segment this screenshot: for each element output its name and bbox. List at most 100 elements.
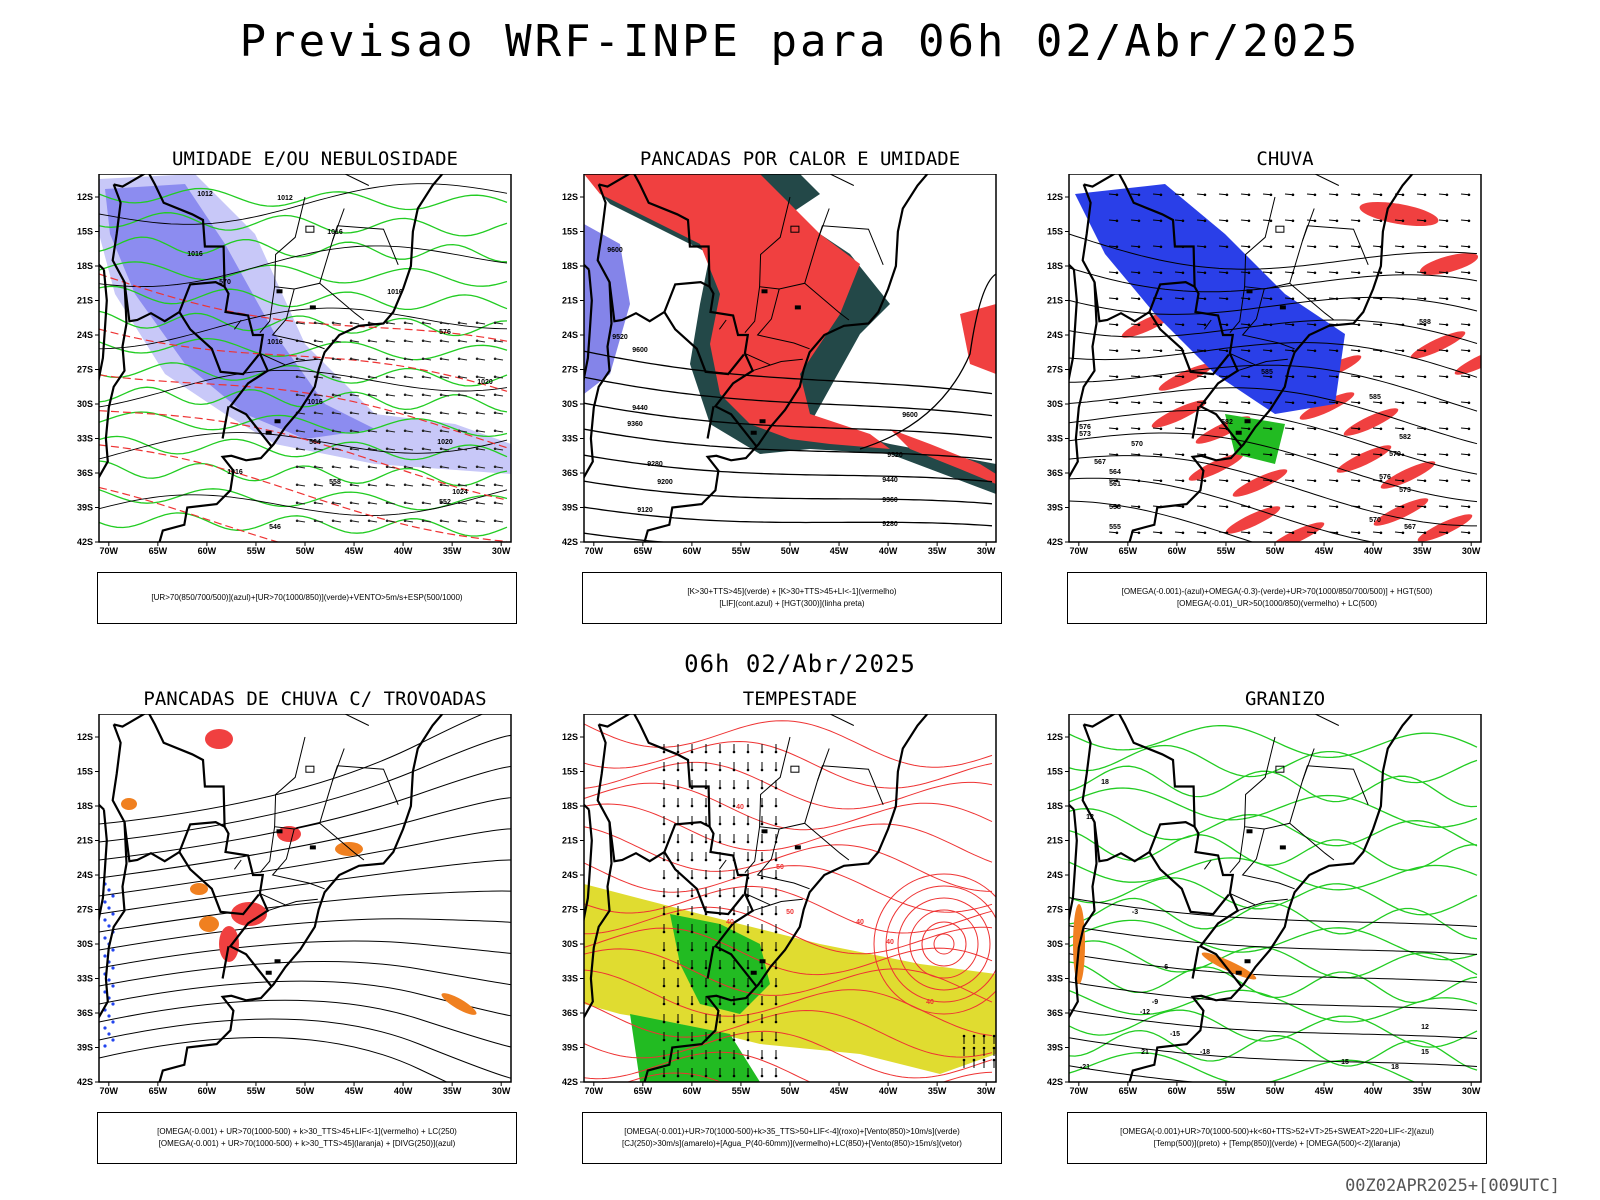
wind-vector-head (1423, 401, 1427, 405)
wind-vector (1284, 245, 1294, 248)
country-border (706, 946, 715, 979)
wind-vector (1306, 401, 1316, 404)
wind-vector-head (1291, 323, 1295, 327)
wind-vector (1306, 323, 1316, 326)
lon-tick-label: 50W (1266, 546, 1285, 556)
wind-vector (1416, 427, 1426, 430)
contour-label: -15 (1170, 1031, 1180, 1038)
wind-vector-head (1115, 505, 1119, 509)
lat-tick-label: 33S (1047, 434, 1063, 444)
contour-label: 564 (1109, 469, 1121, 476)
wind-vector-head (662, 1074, 666, 1078)
wind-vector (495, 340, 504, 343)
temp500-contour (1069, 1037, 1478, 1067)
wind-vector (1108, 349, 1118, 352)
wind-vector-head (1467, 401, 1471, 405)
humidity-contour-low (99, 460, 508, 487)
wind-vector-head (1247, 453, 1251, 457)
wind-vector-head (1445, 271, 1449, 275)
wind-vector (1306, 531, 1316, 534)
wind-vector-head (1203, 479, 1207, 483)
wind-vector-head (1313, 219, 1317, 223)
wind-vector (1262, 271, 1272, 274)
contour-label: 582 (1221, 419, 1233, 426)
wind-vector-head (1357, 453, 1361, 457)
wind-vector (1196, 193, 1206, 196)
rain-red-band (1343, 408, 1399, 436)
coastline (1069, 809, 1078, 924)
lon-tick-label: 35W (928, 1086, 947, 1096)
wind-vector-head (676, 894, 680, 898)
wind-vector-head (1159, 427, 1163, 431)
wind-vector (387, 466, 396, 469)
rain-red-band (1269, 522, 1325, 542)
hgt500-contour (1069, 342, 1478, 378)
contour-label: -3 (1132, 909, 1138, 916)
wind-vector-head (1401, 427, 1405, 431)
lat-tick-label: 36S (77, 468, 93, 478)
wind-vector (495, 484, 504, 487)
wind-vector-head (1115, 219, 1119, 223)
cyclone-contour (921, 921, 967, 967)
wind-vector (1394, 349, 1404, 352)
state-border (1241, 828, 1295, 890)
wind-vector-head (457, 393, 461, 397)
storm-red-area (205, 729, 233, 749)
wind-vector-head (313, 375, 317, 379)
wind-vector (351, 448, 360, 451)
state-border (1302, 225, 1369, 265)
wind-vector-head (1247, 401, 1251, 405)
wind-vector-head (676, 804, 680, 808)
wind-vector-head (732, 984, 736, 988)
wind-vector-head (690, 1020, 694, 1024)
wind-vector-head (1203, 193, 1207, 197)
map-layer: -3 -6 -9-12 -15 -18 -21 12 15 12 15 18 21 18 (1069, 714, 1478, 1082)
wind-vector-head (1225, 453, 1229, 457)
wind-vector (315, 448, 324, 451)
divergence-dot (107, 1014, 111, 1018)
lat-tick-label: 33S (562, 974, 578, 984)
wind-vector (1218, 193, 1228, 196)
wind-vector (369, 340, 378, 343)
wind-vector-head (403, 501, 407, 505)
wind-vector-head (774, 1056, 778, 1060)
lake-marker (274, 419, 281, 424)
divergence-dot (107, 888, 111, 892)
lon-tick-label: 30W (977, 546, 996, 556)
wind-vector-head (1335, 271, 1339, 275)
wind-vector-head (690, 768, 694, 772)
divergence-dot (103, 936, 107, 940)
wind-vector-head (1490, 505, 1493, 508)
wind-vector (1284, 479, 1294, 482)
wind-vector-head (1181, 453, 1185, 457)
wind-vector-head (1445, 349, 1449, 353)
wind-vector-head (349, 519, 353, 523)
wind-vector-head (1445, 427, 1449, 431)
wind-vector (1174, 375, 1184, 378)
wind-vector (1460, 531, 1470, 534)
precip-water-contour (584, 782, 993, 831)
thickness-contour (99, 273, 508, 342)
wind-vector (1284, 297, 1294, 300)
lon-tick-label: 70W (585, 1086, 604, 1096)
state-border (332, 225, 399, 265)
wind-vector (405, 340, 414, 343)
state-border (233, 859, 242, 870)
divergence-dot (103, 954, 107, 958)
contour-label: 18 (1101, 779, 1109, 786)
rain-red-band (1232, 469, 1288, 497)
wind-vector-head (1313, 453, 1317, 457)
wind-vector-head (718, 1002, 722, 1006)
state-border (1289, 282, 1335, 321)
wind-vector-head (313, 339, 317, 343)
wind-vector (477, 484, 486, 487)
wind-vector-head (690, 948, 694, 952)
lake-marker (1279, 305, 1286, 310)
wind-vector-head (1401, 271, 1405, 275)
wind-vector-head (1247, 271, 1251, 275)
wind-vector-head (1313, 479, 1317, 483)
wind-vector-head (746, 858, 750, 862)
wind-vector (1372, 323, 1382, 326)
streamline-250 (99, 890, 511, 933)
wind-vector-head (662, 840, 666, 844)
